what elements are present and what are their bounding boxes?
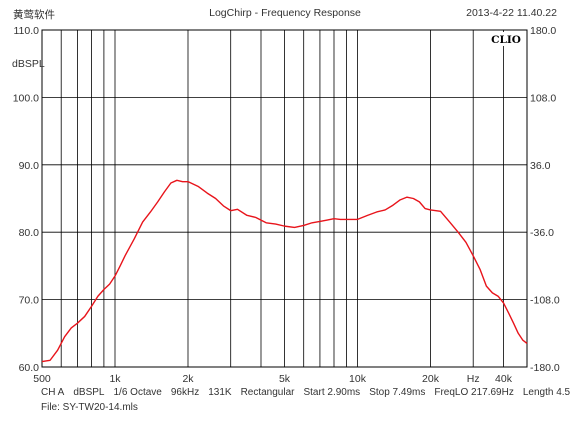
setting-item: Stop 7.49ms [369,387,426,398]
y2-tick-label: 36.0 [530,160,551,172]
x-tick-label: Hz [467,373,480,385]
x-tick-label: 5k [279,373,291,385]
y2-tick-label: 180.0 [530,25,556,37]
y-tick-label: 100.0 [13,92,39,104]
setting-item: Length 4.59ms [522,387,570,398]
y-tick-label: 60.0 [19,362,40,374]
x-tick-label: 40k [495,373,513,385]
y-tick-label: 70.0 [19,295,40,307]
timestamp: 2013-4-22 11.40.22 [466,7,557,19]
setting-item: 96kHz [170,387,200,398]
x-tick-label: 2k [182,373,194,385]
file-name: File: SY-TW20-14.mls [41,402,138,413]
x-tick-label: 20k [422,373,440,385]
app-brand: 黄莺软件 [13,9,55,21]
setting-item: Start 2.90ms [303,387,361,398]
y2-tick-label: -180.0 [530,362,560,374]
setting-item: FreqLO 217.69Hz [434,387,514,398]
logo-box [488,32,524,46]
y-tick-label: 80.0 [19,227,40,239]
setting-item: 131K [208,387,232,398]
y-tick-label: 110.0 [14,25,40,37]
clio-logo: CLIO [491,34,521,46]
setting-item: 1/6 Octave [113,387,162,398]
response-curve [41,179,528,363]
setting-item: Rectangular [240,387,295,398]
setting-item: dBSPL [73,387,105,398]
y-tick-label: 90.0 [19,160,40,172]
x-tick-label: 10k [349,373,367,385]
y2-tick-label: -36.0 [530,227,554,239]
x-tick-label: 500 [33,373,51,385]
y2-tick-label: 108.0 [530,92,556,104]
x-tick-label: 1k [109,373,121,385]
chart-title: LogChirp - Frequency Response [209,7,361,19]
setting-item: CH A [41,387,65,398]
y-axis-label: dBSPL [12,58,45,70]
y2-tick-label: -108.0 [530,295,560,307]
measurement-settings: CH A dBSPL 1/6 Octave 96kHz 131K Rectangular S… [41,387,570,398]
plot-frame [41,29,528,368]
